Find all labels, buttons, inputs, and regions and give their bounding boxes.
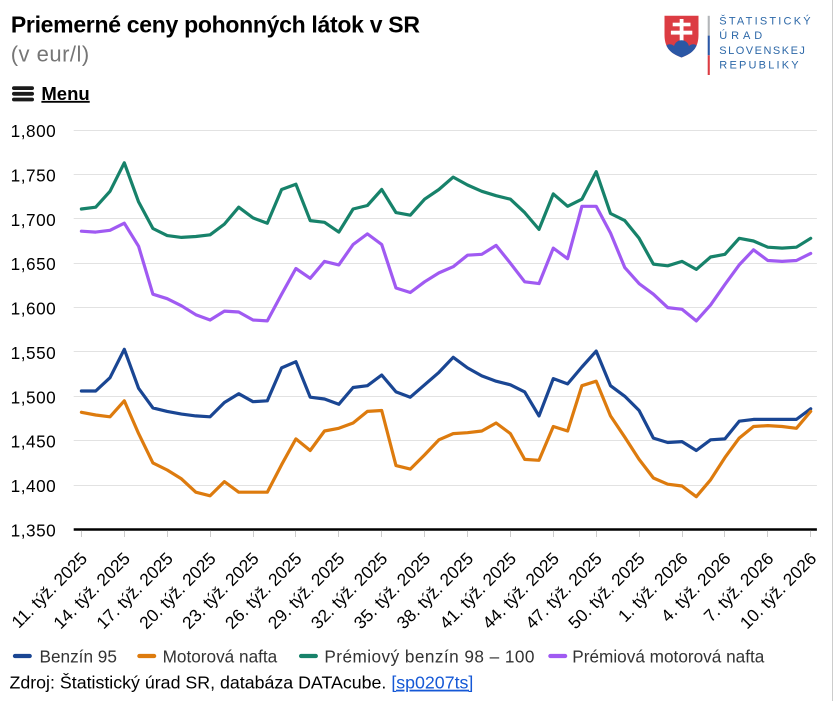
svg-text:1,400: 1,400 bbox=[11, 476, 57, 496]
svg-text:1,600: 1,600 bbox=[11, 299, 57, 319]
svg-text:ŠTATISTICKÝ: ŠTATISTICKÝ bbox=[719, 14, 812, 27]
svg-text:Zdroj: Štatistický úrad SR, da: Zdroj: Štatistický úrad SR, databáza DAT… bbox=[10, 672, 474, 693]
svg-text:REPUBLIKY: REPUBLIKY bbox=[719, 60, 801, 72]
svg-text:ÚRAD: ÚRAD bbox=[719, 29, 766, 42]
svg-text:Motorová nafta: Motorová nafta bbox=[163, 647, 278, 667]
svg-text:1,650: 1,650 bbox=[11, 254, 57, 274]
svg-text:SLOVENSKEJ: SLOVENSKEJ bbox=[719, 45, 806, 57]
svg-text:Menu: Menu bbox=[41, 83, 89, 104]
svg-text:Prémiový benzín 98 – 100: Prémiový benzín 98 – 100 bbox=[324, 647, 535, 667]
svg-text:Prémiová motorová nafta: Prémiová motorová nafta bbox=[572, 647, 764, 667]
svg-text:1,750: 1,750 bbox=[11, 165, 57, 185]
svg-text:Priemerné ceny pohonných látok: Priemerné ceny pohonných látok v SR bbox=[11, 11, 420, 37]
svg-text:Benzín 95: Benzín 95 bbox=[40, 647, 117, 667]
svg-text:1,700: 1,700 bbox=[11, 210, 57, 230]
svg-text:(v eur/l): (v eur/l) bbox=[11, 41, 90, 66]
svg-text:1,500: 1,500 bbox=[11, 387, 57, 407]
svg-text:1,450: 1,450 bbox=[11, 432, 57, 452]
svg-text:1,550: 1,550 bbox=[11, 343, 57, 363]
svg-text:1,350: 1,350 bbox=[11, 521, 57, 541]
svg-text:1,800: 1,800 bbox=[11, 121, 57, 141]
